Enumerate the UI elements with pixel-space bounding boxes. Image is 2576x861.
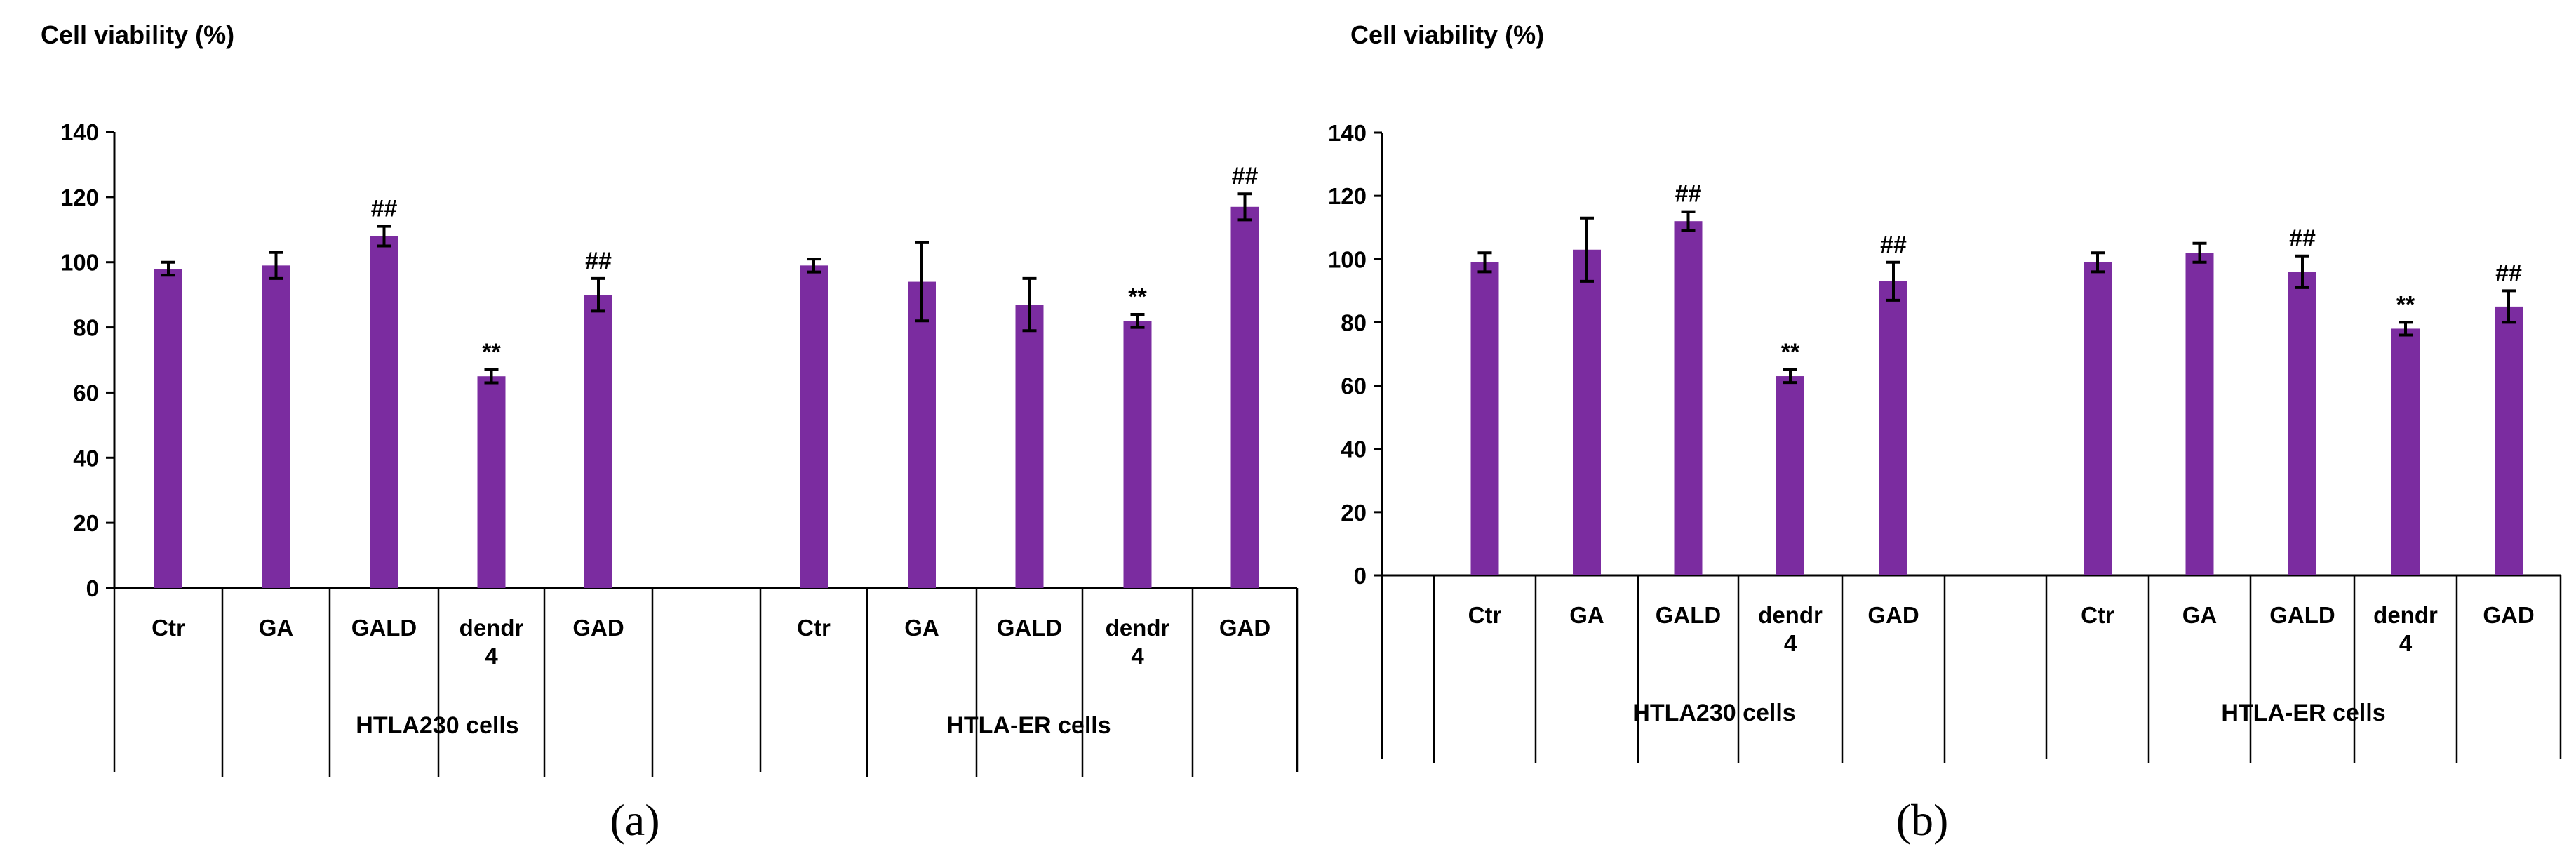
x-category-label: dendr 4 xyxy=(1106,615,1170,669)
bar xyxy=(262,265,290,588)
y-axis-title: Cell viability (%) xyxy=(1350,20,1544,49)
bar xyxy=(1879,281,1907,575)
y-tick-label: 140 xyxy=(1328,120,1367,146)
panel-a-chart: Cell viability (%) 0 20 40 60 80 100 120 140 Ctr G… xyxy=(41,20,1299,845)
bar xyxy=(477,376,506,588)
y-axis-title: Cell viability (%) xyxy=(41,20,234,49)
x-category-label: Ctr xyxy=(152,615,185,641)
x-category-label: dendr 4 xyxy=(2373,602,2438,656)
bar xyxy=(2084,262,2112,575)
bar xyxy=(1015,305,1044,588)
significance-mark: ** xyxy=(1781,339,1800,366)
y-tick-label: 140 xyxy=(60,119,99,145)
significance-mark: ** xyxy=(482,339,501,366)
x-category-label: dendr 4 xyxy=(1758,602,1823,656)
panel-label: (a) xyxy=(610,795,659,845)
y-tick-label: 100 xyxy=(1328,246,1367,272)
x-group-label: HTLA230 cells xyxy=(1632,700,1795,726)
y-tick-label: 120 xyxy=(1328,183,1367,209)
y-tick-label: 0 xyxy=(1354,563,1367,589)
y-tick-label: 100 xyxy=(60,250,99,276)
bar xyxy=(154,269,182,588)
significance-mark: ** xyxy=(1128,283,1147,310)
significance-mark: ** xyxy=(2396,291,2415,318)
significance-mark: ## xyxy=(585,248,612,274)
panel-label: (b) xyxy=(1896,795,1949,845)
significance-mark: ## xyxy=(2495,260,2522,286)
y-tick-label: 80 xyxy=(73,315,99,341)
x-group-label: HTLA-ER cells xyxy=(946,712,1111,739)
x-category-label: GAD xyxy=(1867,602,1919,628)
panel-b-chart: Cell viability (%) 0 20 40 60 80 100 120 140 Ctr G… xyxy=(1328,20,2562,845)
bar xyxy=(1230,206,1259,588)
x-category-label: GAD xyxy=(2483,602,2534,628)
x-category-label: GA xyxy=(2182,602,2218,628)
x-category-label: GALD xyxy=(1656,602,1722,628)
y-tick-label: 60 xyxy=(1341,373,1367,399)
x-category-label: GA xyxy=(259,615,294,641)
bar xyxy=(584,295,612,588)
x-category-label: GALD xyxy=(997,615,1063,641)
bar xyxy=(2495,306,2523,575)
significance-mark: ## xyxy=(1880,232,1907,258)
x-category-label: Ctr xyxy=(1468,602,1502,628)
bar xyxy=(2185,253,2214,575)
x-category-label: GALD xyxy=(2269,602,2335,628)
bar xyxy=(370,236,398,588)
y-tick-label: 20 xyxy=(1341,500,1367,526)
y-tick-label: 120 xyxy=(60,185,99,211)
significance-mark: ## xyxy=(1232,163,1259,189)
significance-mark: ## xyxy=(1675,181,1702,208)
bar xyxy=(2288,272,2316,575)
significance-mark: ## xyxy=(371,196,398,222)
y-tick-label: 40 xyxy=(1341,436,1367,462)
y-tick-label: 0 xyxy=(86,575,99,601)
bar xyxy=(1123,321,1152,588)
significance-mark: ## xyxy=(2289,225,2316,252)
y-tick-label: 60 xyxy=(73,380,99,406)
bar xyxy=(800,265,828,588)
x-category-label: dendr 4 xyxy=(459,615,524,669)
x-group-label: HTLA230 cells xyxy=(356,712,518,739)
bar xyxy=(2391,328,2420,575)
x-group-label: HTLA-ER cells xyxy=(2221,700,2385,726)
bar xyxy=(908,281,936,588)
bar xyxy=(1470,262,1499,575)
y-tick-label: 80 xyxy=(1341,309,1367,335)
x-category-label: Ctr xyxy=(797,615,831,641)
bar xyxy=(1674,221,1703,575)
bar xyxy=(1776,376,1804,575)
x-category-label: GAD xyxy=(1219,615,1270,641)
x-category-label: Ctr xyxy=(2081,602,2114,628)
y-tick-label: 20 xyxy=(73,510,99,536)
bar xyxy=(1573,249,1601,575)
x-category-label: GA xyxy=(904,615,939,641)
y-tick-label: 40 xyxy=(73,445,99,471)
x-category-label: GAD xyxy=(572,615,624,641)
x-category-label: GA xyxy=(1569,602,1604,628)
x-category-label: GALD xyxy=(351,615,417,641)
